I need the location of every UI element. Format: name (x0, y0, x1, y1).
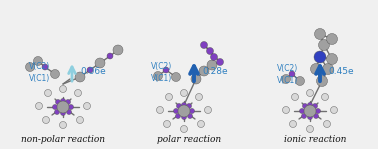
Circle shape (175, 114, 181, 118)
Circle shape (76, 117, 84, 124)
Circle shape (174, 108, 178, 114)
Circle shape (314, 51, 326, 63)
Circle shape (181, 90, 187, 97)
Circle shape (34, 56, 42, 66)
Circle shape (166, 94, 172, 100)
Circle shape (56, 100, 60, 104)
Circle shape (59, 121, 67, 128)
Circle shape (330, 107, 338, 114)
Circle shape (316, 76, 327, 87)
Circle shape (310, 63, 322, 74)
Circle shape (164, 121, 170, 128)
Text: V(C1): V(C1) (151, 74, 172, 83)
Circle shape (95, 58, 105, 68)
Circle shape (59, 86, 67, 93)
Circle shape (322, 94, 328, 100)
Text: V(C2): V(C2) (29, 62, 50, 72)
Circle shape (313, 114, 319, 118)
Circle shape (302, 114, 307, 118)
Text: V(C1): V(C1) (29, 74, 50, 83)
Circle shape (204, 107, 212, 114)
Text: polar reaction: polar reaction (157, 135, 221, 144)
Circle shape (68, 104, 73, 110)
Text: 0.06e: 0.06e (80, 67, 106, 76)
Circle shape (153, 72, 163, 80)
Circle shape (181, 125, 187, 132)
Circle shape (60, 98, 65, 104)
Circle shape (207, 60, 217, 70)
Circle shape (178, 105, 190, 117)
Text: non-polar reaction: non-polar reaction (21, 135, 105, 144)
Circle shape (296, 76, 305, 86)
Circle shape (322, 63, 333, 74)
Circle shape (113, 45, 123, 55)
Text: 0.28e: 0.28e (202, 67, 228, 76)
Circle shape (75, 72, 85, 82)
Circle shape (187, 114, 192, 118)
Circle shape (177, 104, 181, 108)
Circle shape (307, 90, 313, 97)
Circle shape (84, 103, 90, 110)
Circle shape (57, 101, 69, 113)
Circle shape (60, 111, 65, 115)
Circle shape (74, 90, 82, 97)
Circle shape (51, 69, 59, 79)
Circle shape (54, 110, 59, 114)
Text: 0.45e: 0.45e (328, 67, 354, 76)
Circle shape (65, 100, 71, 104)
Circle shape (307, 114, 313, 119)
Circle shape (291, 94, 299, 100)
Circle shape (181, 103, 186, 107)
Circle shape (195, 94, 203, 100)
Circle shape (197, 121, 204, 128)
Circle shape (217, 59, 223, 66)
Circle shape (314, 28, 325, 39)
Circle shape (307, 125, 313, 132)
Circle shape (67, 110, 71, 114)
Circle shape (307, 103, 313, 107)
Circle shape (191, 74, 201, 84)
Circle shape (316, 108, 321, 114)
Circle shape (189, 108, 195, 114)
Circle shape (289, 71, 295, 77)
Circle shape (36, 103, 42, 110)
Circle shape (282, 107, 290, 114)
Text: ionic reaction: ionic reaction (284, 135, 346, 144)
Circle shape (25, 62, 34, 72)
Circle shape (186, 104, 192, 108)
Circle shape (181, 114, 186, 119)
Circle shape (87, 67, 93, 73)
Text: V(C2): V(C2) (151, 62, 172, 72)
Circle shape (45, 90, 51, 97)
Circle shape (313, 104, 318, 108)
Circle shape (42, 64, 48, 70)
Circle shape (211, 53, 217, 60)
Circle shape (42, 117, 50, 124)
Circle shape (304, 105, 316, 117)
Circle shape (156, 107, 164, 114)
Circle shape (327, 34, 338, 45)
Circle shape (172, 73, 181, 82)
Circle shape (324, 121, 330, 128)
Text: V(C1): V(C1) (277, 76, 298, 86)
Circle shape (302, 104, 307, 108)
Circle shape (107, 53, 113, 59)
Circle shape (200, 42, 208, 49)
Circle shape (327, 53, 338, 65)
Circle shape (299, 108, 305, 114)
Circle shape (319, 39, 330, 51)
Circle shape (282, 74, 291, 83)
Circle shape (163, 67, 169, 73)
Circle shape (199, 66, 209, 76)
Circle shape (53, 104, 57, 110)
Circle shape (290, 121, 296, 128)
Circle shape (206, 48, 214, 55)
Text: V(C2): V(C2) (277, 65, 298, 73)
